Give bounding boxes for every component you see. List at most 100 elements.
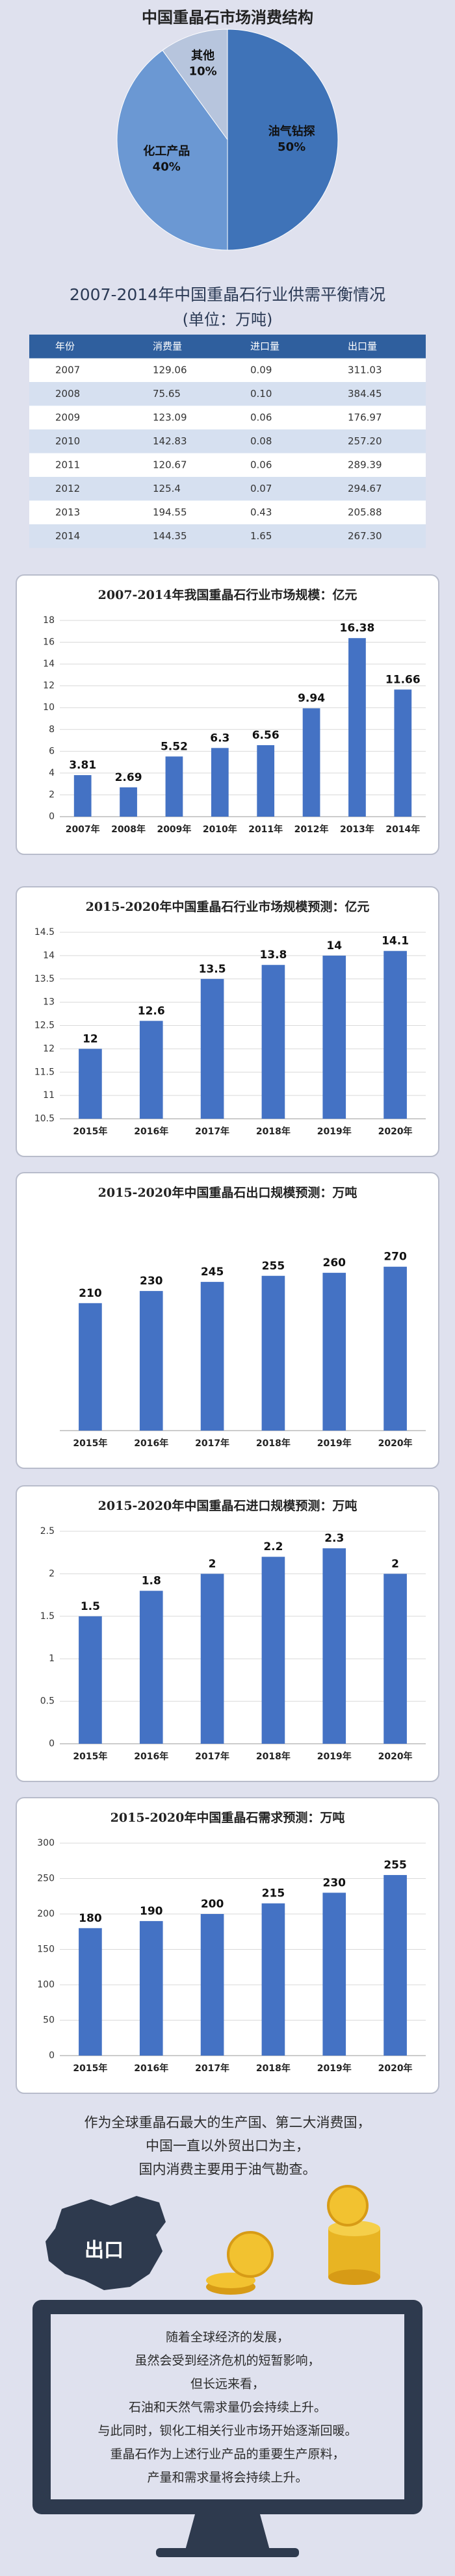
china-map	[46, 2196, 166, 2290]
bar-value-label: 190	[140, 1905, 163, 1918]
bar	[200, 1282, 224, 1431]
table-cell: 0.43	[250, 506, 272, 518]
y-tick-label: 16	[43, 637, 55, 648]
bar	[79, 1049, 102, 1119]
y-tick-label: 300	[37, 1838, 55, 1848]
x-tick-label: 2019年	[317, 2063, 352, 2074]
bar-value-label: 2.2	[263, 1540, 283, 1553]
table-title: 2007-2014年中国重晶石行业供需平衡情况	[70, 285, 385, 304]
coin-stack	[328, 2228, 380, 2277]
y-tick-label: 10.5	[34, 1114, 55, 1124]
y-tick-label: 0.5	[40, 1696, 55, 1707]
x-tick-label: 2020年	[378, 1126, 413, 1137]
bar	[257, 745, 275, 817]
bar-value-label: 230	[140, 1275, 163, 1288]
table-cell: 2007	[55, 364, 80, 376]
y-tick-label: 14.5	[34, 927, 55, 937]
table-cell: 0.10	[250, 388, 272, 400]
chart-title: 2015-2020年中国重晶石进口规模预测：万吨	[98, 1498, 358, 1513]
y-tick-label: 250	[37, 1874, 55, 1884]
x-tick-label: 2016年	[134, 1126, 168, 1137]
bar-value-label: 6.56	[252, 729, 280, 742]
screen-line: 产量和需求量将会持续上升。	[147, 2471, 307, 2485]
x-tick-label: 2020年	[378, 1438, 413, 1449]
x-tick-label: 2011年	[248, 824, 283, 835]
y-tick-label: 11.5	[34, 1067, 55, 1077]
x-tick-label: 2010年	[203, 824, 237, 835]
x-tick-label: 2015年	[73, 1751, 107, 1762]
bar-value-label: 255	[262, 1260, 285, 1273]
table-row-bg	[29, 524, 426, 548]
table-cell: 311.03	[348, 364, 382, 376]
bar-value-label: 210	[79, 1287, 102, 1300]
y-tick-label: 0	[49, 811, 55, 822]
table-cell: 2011	[55, 459, 80, 470]
bar-value-label: 260	[323, 1256, 346, 1269]
y-tick-label: 150	[37, 1945, 55, 1955]
screen-line: 石油和天然气需求量仍会持续上升。	[129, 2401, 326, 2415]
screen-line: 虽然会受到经济危机的短暂影响，	[135, 2354, 320, 2368]
table-cell: 0.06	[250, 411, 272, 423]
table-cell: 0.09	[250, 364, 272, 376]
x-tick-label: 2007年	[66, 824, 100, 835]
x-tick-label: 2018年	[256, 1126, 291, 1137]
table-row-bg	[29, 405, 426, 429]
table-cell: 2008	[55, 388, 80, 400]
table-cell: 120.67	[153, 459, 187, 470]
bar	[73, 775, 92, 817]
bar-value-label: 200	[201, 1898, 224, 1911]
bar	[79, 1303, 102, 1431]
y-tick-label: 2.5	[40, 1526, 55, 1537]
coin	[327, 2185, 369, 2226]
chart: 2015-2020年中国重晶石出口规模预测：万吨 210 2015年 230 2016年…	[16, 1172, 439, 1469]
x-tick-label: 2017年	[195, 1438, 229, 1449]
bar-value-label: 2	[209, 1557, 216, 1570]
table-cell: 289.39	[348, 459, 382, 470]
y-tick-label: 100	[37, 1980, 55, 1990]
y-tick-label: 50	[43, 2015, 55, 2026]
bar-value-label: 13.5	[199, 963, 226, 976]
slice-label: 其他	[191, 49, 214, 63]
monitor-screen	[51, 2314, 404, 2499]
y-tick-label: 6	[49, 746, 55, 756]
bar-value-label: 245	[201, 1266, 224, 1279]
y-tick-label: 14	[43, 950, 55, 961]
chart-title: 2015-2020年中国重晶石需求预测：万吨	[110, 1810, 345, 1825]
y-tick-label: 14	[43, 659, 55, 669]
bar-value-label: 12	[83, 1032, 98, 1045]
table-cell: 123.09	[153, 411, 187, 423]
y-tick-label: 10	[43, 702, 55, 713]
bar-value-label: 1.5	[81, 1600, 100, 1613]
bar	[79, 1928, 102, 2056]
x-tick-label: 2017年	[195, 1751, 229, 1762]
table-row-bg	[29, 429, 426, 453]
x-tick-label: 2012年	[294, 824, 329, 835]
bar	[384, 950, 407, 1119]
chart-title: 2015-2020年中国重晶石出口规模预测：万吨	[98, 1185, 358, 1200]
x-tick-label: 2015年	[73, 1438, 107, 1449]
bar	[139, 1291, 163, 1431]
chart-title: 2015-2020年中国重晶石行业市场规模预测：亿元	[86, 899, 370, 914]
bar-value-label: 230	[323, 1876, 346, 1889]
bar	[322, 1893, 346, 2056]
table-cell: 2013	[55, 506, 80, 518]
intro-line: 国内消费主要用于油气勘查。	[139, 2162, 317, 2177]
table-cell: 294.67	[348, 483, 382, 494]
bar-value-label: 9.94	[298, 692, 325, 705]
bar	[302, 708, 320, 817]
table-header-cell: 年份	[55, 340, 75, 352]
y-tick-label: 12.5	[34, 1021, 55, 1031]
bar	[79, 1616, 102, 1744]
slice-label: 油气钻探	[268, 124, 316, 138]
bar-value-label: 180	[79, 1912, 102, 1925]
coins	[206, 2185, 380, 2295]
bar-value-label: 215	[262, 1887, 285, 1900]
table-cell: 125.4	[153, 483, 181, 494]
y-tick-label: 1	[49, 1653, 55, 1664]
y-tick-label: 0	[49, 2050, 55, 2061]
table-cell: 2009	[55, 411, 80, 423]
bar	[261, 965, 285, 1119]
y-tick-label: 13	[43, 997, 55, 1008]
coin	[328, 2269, 380, 2285]
